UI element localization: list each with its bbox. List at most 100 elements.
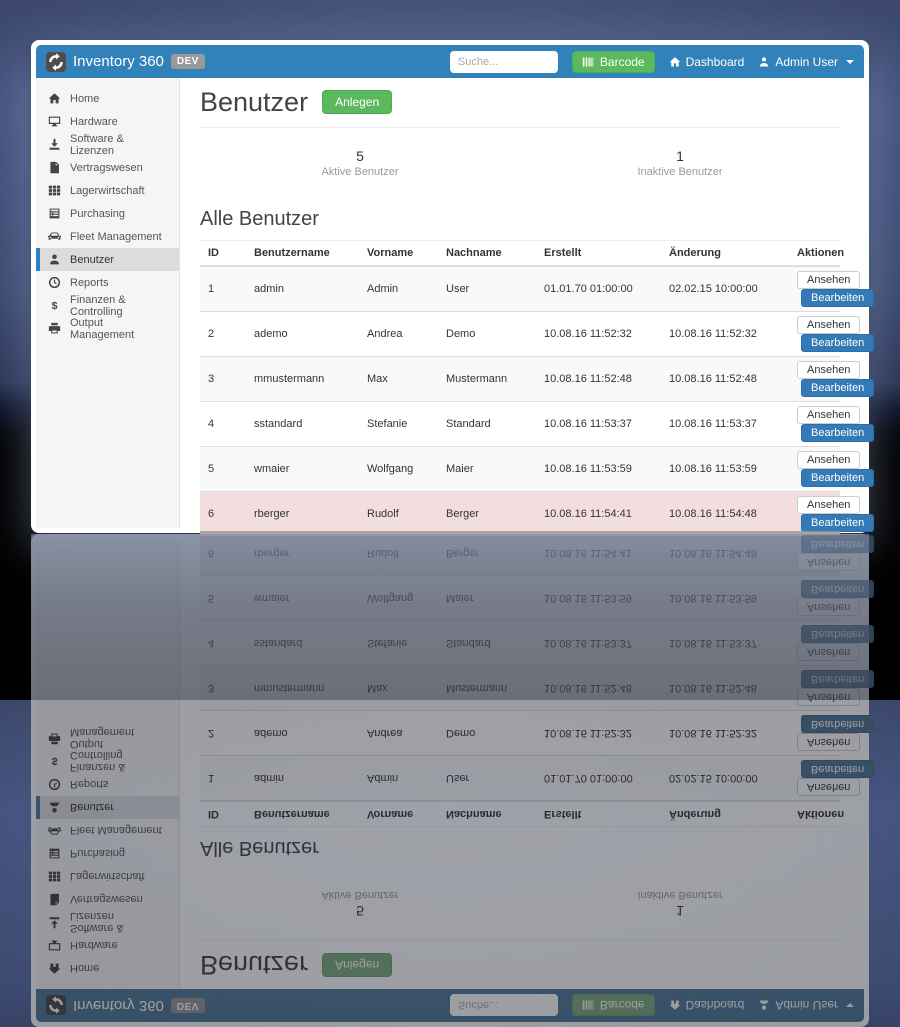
cell-id: 3: [200, 356, 246, 402]
cell-id: 4: [200, 401, 246, 447]
cell-id: 6: [200, 491, 246, 537]
user-menu-label: Admin User: [775, 54, 838, 69]
cell-vorname: Wolfgang: [359, 446, 438, 492]
grid-icon: [48, 184, 61, 197]
cell-aenderung: 10.08.16 11:53:59: [661, 446, 789, 492]
cell-aenderung: 10.08.16 11:52:32: [661, 311, 789, 357]
column-header-username: Benutzername: [246, 241, 359, 268]
sidebar-item-vertragswesen[interactable]: Vertragswesen: [36, 156, 179, 179]
sidebar-item-home[interactable]: Home: [36, 87, 179, 110]
view-button[interactable]: Ansehen: [797, 406, 861, 425]
sidebar-item-label: Hardware: [70, 115, 118, 128]
reflection-overlay: [31, 534, 869, 700]
cell-nachname: Berger: [438, 491, 536, 537]
cell-erstellt: 01.01.70 01:00:00: [536, 265, 661, 312]
app-logo-icon: [46, 51, 66, 72]
cell-nachname: User: [438, 265, 536, 312]
edit-button[interactable]: Bearbeiten: [801, 469, 875, 488]
env-badge: DEV: [170, 54, 205, 69]
cell-vorname: Stefanie: [359, 401, 438, 447]
create-user-button[interactable]: Anlegen: [322, 90, 393, 115]
search-input[interactable]: [449, 50, 558, 73]
sidebar-item-label: Software & Lizenzen: [70, 132, 124, 157]
cell-username: admin: [246, 265, 359, 312]
cell-erstellt: 10.08.16 11:53:59: [536, 446, 661, 492]
cell-id: 2: [200, 311, 246, 357]
stat-inactive-users: 1 Inaktive Benutzer: [520, 148, 840, 178]
car-icon: [48, 230, 61, 243]
table-row-danger: 6 rberger Rudolf Berger 10.08.16 11:54:4…: [200, 491, 875, 537]
navbar: Inventory 360 DEV Barcode Dashboard Admi…: [36, 45, 864, 78]
page-title: Benutzer: [200, 87, 309, 117]
svg-text:$: $: [52, 300, 58, 312]
sidebar-item-reports[interactable]: Reports: [36, 271, 179, 294]
dashboard-home-icon: [669, 56, 681, 68]
cell-nachname: Demo: [438, 311, 536, 357]
sidebar-item-lagerwirtschaft[interactable]: Lagerwirtschaft: [36, 179, 179, 202]
cell-id: 1: [200, 265, 246, 312]
main-content: Benutzer Anlegen 5 Aktive Benutzer 1 Ina…: [180, 78, 875, 537]
stat-label: Aktive Benutzer: [321, 166, 399, 179]
column-header-id: ID: [200, 241, 246, 268]
user-menu[interactable]: Admin User: [758, 55, 854, 69]
cell-erstellt: 10.08.16 11:52:32: [536, 311, 661, 357]
cell-aenderung: 10.08.16 11:53:37: [661, 401, 789, 447]
sidebar-item-hardware[interactable]: Hardware: [36, 110, 179, 133]
edit-button[interactable]: Bearbeiten: [801, 334, 875, 353]
barcode-button[interactable]: Barcode: [571, 50, 655, 73]
cell-username: rberger: [246, 491, 359, 537]
sidebar-item-label: Output Management: [70, 316, 135, 341]
cell-vorname: Admin: [359, 265, 438, 312]
cell-username: sstandard: [246, 401, 359, 447]
user-menu-icon: [758, 56, 770, 68]
view-button[interactable]: Ansehen: [797, 271, 861, 290]
stat-value: 1: [676, 148, 684, 165]
cell-vorname: Rudolf: [359, 491, 438, 537]
view-button[interactable]: Ansehen: [797, 451, 861, 470]
sidebar-item-finanzen-controlling[interactable]: $ Finanzen & Controlling: [36, 293, 179, 318]
sidebar-item-label: Fleet Management: [70, 230, 162, 243]
edit-button[interactable]: Bearbeiten: [801, 424, 875, 443]
table-row: 4 sstandard Stefanie Standard 10.08.16 1…: [200, 401, 875, 447]
user-icon: [48, 253, 61, 266]
sidebar-item-output-management[interactable]: Output Management: [36, 316, 179, 341]
sidebar-item-benutzer[interactable]: Benutzer: [36, 248, 179, 271]
section-title: Alle Benutzer: [200, 208, 840, 242]
nav-dashboard[interactable]: Dashboard: [669, 54, 745, 69]
dollar-icon: $: [48, 299, 61, 312]
sidebar-item-label: Benutzer: [70, 253, 115, 266]
sidebar-item-software-lizenzen[interactable]: Software & Lizenzen: [36, 132, 179, 157]
edit-button[interactable]: Bearbeiten: [801, 379, 875, 398]
cell-aenderung: 02.02.15 10:00:00: [661, 265, 789, 312]
view-button[interactable]: Ansehen: [797, 496, 861, 515]
sidebar-item-label: Home: [70, 92, 100, 105]
sidebar: Home Hardware Software & Lizenzen Vertra…: [36, 78, 180, 528]
stat-label: Inaktive Benutzer: [637, 166, 723, 179]
sidebar-item-purchasing[interactable]: Purchasing: [36, 202, 179, 225]
view-button[interactable]: Ansehen: [797, 361, 861, 380]
barcode-icon: [582, 56, 594, 68]
sidebar-item-fleet-management[interactable]: Fleet Management: [36, 225, 179, 248]
cell-aenderung: 10.08.16 11:52:48: [661, 356, 789, 402]
brand[interactable]: Inventory 360 DEV: [46, 51, 205, 72]
sidebar-item-label: Lagerwirtschaft: [70, 184, 145, 197]
column-header-erstellt: Erstellt: [536, 241, 661, 268]
sidebar-item-label: Reports: [70, 276, 109, 289]
table-row: 1 admin Admin User 01.01.70 01:00:00 02.…: [200, 265, 875, 312]
edit-button[interactable]: Bearbeiten: [801, 289, 875, 308]
cell-nachname: Mustermann: [438, 356, 536, 402]
caret-down-icon: [846, 59, 854, 64]
column-header-nachname: Nachname: [438, 241, 536, 268]
stat-value: 5: [356, 148, 364, 165]
cell-username: wmaier: [246, 446, 359, 492]
view-button[interactable]: Ansehen: [797, 316, 861, 335]
dashboard-label: Dashboard: [685, 54, 745, 69]
sidebar-item-label: Finanzen & Controlling: [70, 293, 126, 318]
card-reflection: Inventory 360 DEV Barcode Dashboard Admi…: [31, 530, 875, 1027]
edit-button[interactable]: Bearbeiten: [801, 514, 875, 533]
table-row: 5 wmaier Wolfgang Maier 10.08.16 11:53:5…: [200, 446, 875, 492]
cell-erstellt: 10.08.16 11:54:41: [536, 491, 661, 537]
cell-vorname: Max: [359, 356, 438, 402]
sidebar-item-label: Vertragswesen: [70, 161, 143, 174]
cell-nachname: Maier: [438, 446, 536, 492]
